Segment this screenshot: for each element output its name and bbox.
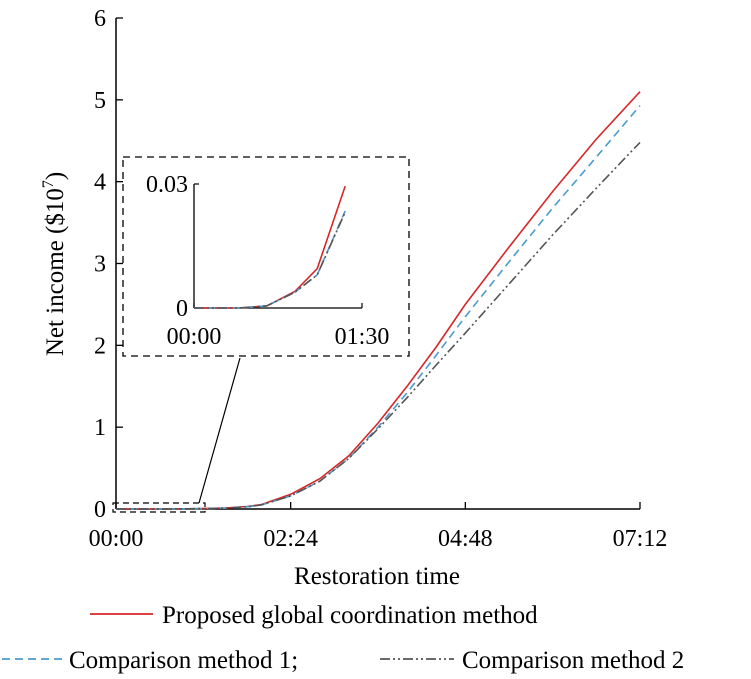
y-tick-label: 1: [94, 415, 106, 441]
legend-label-comparison-2: Comparison method 2: [462, 647, 684, 674]
y-tick-label: 5: [94, 88, 106, 114]
y-tick-label: 0: [94, 497, 106, 523]
x-ticks: 00:00 02:24 04:48 07:12: [89, 502, 668, 552]
inset-series-line-3: [194, 211, 346, 309]
x-tick-label: 04:48: [438, 526, 493, 552]
x-tick-label: 02:24: [263, 526, 318, 552]
inset-ticks: 0 0.03 00:00 01:30: [146, 172, 389, 350]
x-axis-title: Restoration time: [294, 563, 460, 590]
inset-y-tick-label: 0: [176, 296, 188, 322]
zoom-region-box: [112, 502, 206, 513]
plot-lines: [116, 91, 641, 510]
y-tick-label: 4: [94, 170, 106, 196]
y-tick-label: 6: [94, 6, 106, 32]
x-tick-label: 07:12: [613, 526, 668, 552]
legend-label-comparison-1: Comparison method 1;: [69, 647, 298, 674]
inset-y-tick-label: 0.03: [146, 172, 188, 198]
inset-x-tick-label: 00:00: [167, 324, 222, 350]
y-tick-label: 2: [94, 333, 106, 359]
legend-label-proposed: Proposed global coordination method: [162, 602, 538, 629]
y-tick-label: 3: [94, 252, 106, 278]
series-line-3: [116, 141, 641, 510]
x-tick-label: 00:00: [89, 526, 144, 552]
legend: Proposed global coordination method Comp…: [2, 602, 684, 674]
y-axis-title: Net income ($107): [40, 172, 69, 356]
y-ticks: 0 1 2 3 4 5 6: [94, 6, 123, 523]
inset-x-tick-label: 01:30: [335, 324, 390, 350]
zoom-connector-line: [198, 357, 241, 504]
inset-plot-lines: [194, 185, 346, 309]
inset-frame: [122, 156, 410, 357]
